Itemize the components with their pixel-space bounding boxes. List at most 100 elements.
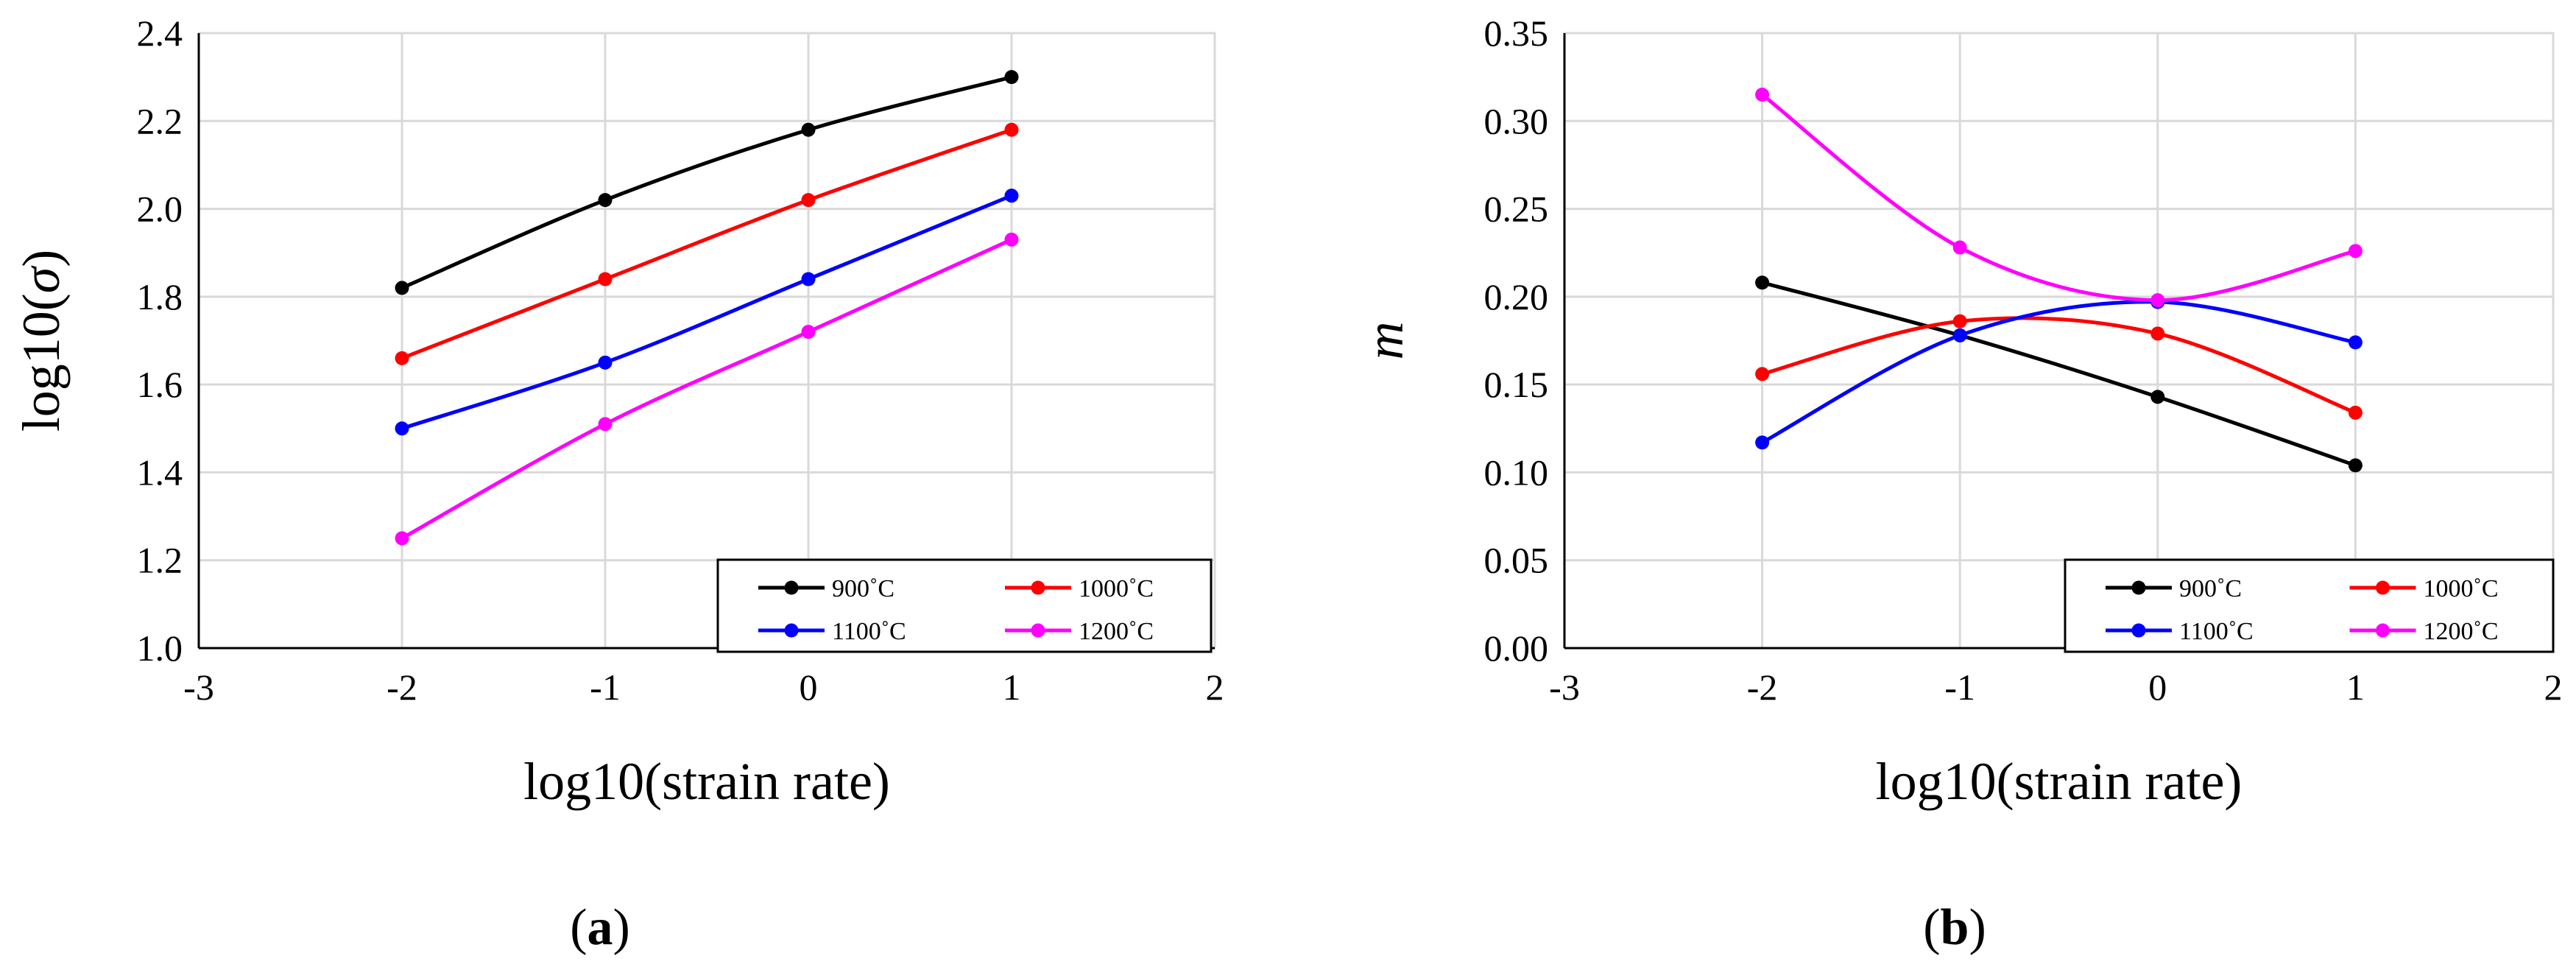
y-tick-label: 1.2 (137, 540, 183, 581)
y-axis-title: m (1355, 322, 1414, 360)
y-tick-label: 0.10 (1484, 451, 1549, 493)
x-axis-title: log10(strain rate) (523, 752, 890, 811)
series-line-1000-c (401, 127, 1012, 360)
series-line-1100-c (401, 194, 1012, 431)
legend-label: 1000˚C (2424, 575, 2499, 602)
x-tick-label: 2 (1206, 667, 1224, 708)
legend-swatch-marker (1031, 623, 1045, 638)
y-tick-label: 0.20 (1484, 276, 1549, 317)
legend-label: 1000˚C (1079, 575, 1154, 602)
legend-box (2064, 558, 2555, 653)
data-point-1200-c (2348, 244, 2362, 259)
series-line-900-c (1761, 281, 2357, 468)
series-line-1000-c (1761, 316, 2357, 415)
x-tick-label: 1 (1003, 667, 1021, 708)
legend-label: 900˚C (832, 575, 894, 602)
y-tick-label: 2.4 (137, 13, 183, 54)
legend-swatch-marker (2131, 623, 2146, 638)
data-point-900-c (395, 281, 409, 295)
data-point-1200-c (1952, 240, 1967, 255)
data-point-1100-c (1952, 328, 1967, 342)
data-point-1200-c (1004, 232, 1019, 247)
data-point-900-c (598, 193, 613, 208)
legend-label: 1100˚C (832, 618, 906, 645)
data-point-900-c (1755, 275, 1770, 290)
legend-label: 900˚C (2179, 575, 2242, 602)
panel-label-close-paren: ) (1969, 899, 1986, 956)
y-tick-label: 0.25 (1484, 189, 1549, 230)
y-tick-label: 0.00 (1484, 627, 1549, 669)
data-point-1100-c (395, 421, 409, 436)
x-tick-label: 1 (2346, 667, 2365, 708)
data-point-1000-c (1004, 122, 1019, 137)
x-tick-label: -1 (590, 667, 621, 708)
data-point-900-c (801, 122, 816, 137)
panel-label: (a) (570, 899, 630, 956)
legend-swatch-marker (1031, 580, 1045, 595)
legend-swatch-marker (784, 623, 799, 638)
panel-label: (b) (1923, 899, 1986, 956)
data-point-1200-c (395, 531, 409, 546)
y-tick-label: 0.15 (1484, 364, 1549, 405)
data-point-1100-c (1755, 435, 1770, 450)
x-tick-label: -3 (1549, 667, 1580, 708)
panel-label-open-paren: ( (570, 899, 587, 956)
data-point-1200-c (1755, 88, 1770, 102)
legend-swatch-marker (2376, 623, 2390, 638)
data-point-1000-c (395, 351, 409, 365)
legend-swatch-marker (2376, 580, 2390, 595)
data-point-1000-c (2348, 405, 2362, 420)
y-tick-label: 2.2 (137, 100, 183, 141)
y-tick-label: 0.35 (1484, 13, 1549, 54)
y-tick-label: 0.05 (1484, 540, 1549, 581)
data-point-1000-c (598, 272, 613, 286)
x-tick-label: -3 (183, 667, 214, 708)
panel-label-letter: a (587, 899, 613, 956)
x-tick-label: -2 (1747, 667, 1778, 708)
data-point-1200-c (598, 417, 613, 432)
legend-swatch-marker (2131, 580, 2146, 595)
y-tick-label: 1.0 (137, 627, 183, 669)
x-tick-label: 0 (2148, 667, 2167, 708)
legend-label: 1200˚C (1079, 618, 1154, 645)
y-axis-title-symbol: m (1355, 322, 1414, 360)
y-tick-label: 1.4 (137, 451, 183, 493)
legend-box (716, 558, 1213, 653)
y-axis-title: log10(σ) (12, 250, 71, 432)
plot-area-frame (1563, 32, 2555, 650)
data-point-1200-c (2150, 293, 2165, 308)
data-point-1100-c (1004, 189, 1019, 203)
panel-label-letter: b (1941, 899, 1969, 956)
y-axis-title-symbol: σ (12, 265, 71, 293)
panel-label-open-paren: ( (1923, 899, 1940, 956)
panel-b-chart: 0.000.050.100.150.200.250.300.35-3 -2 -1 0 1… (1355, 13, 2563, 956)
legend-swatch-marker (784, 580, 799, 595)
series-line-1200-c (1761, 93, 2357, 303)
data-point-900-c (1004, 70, 1019, 85)
x-tick-label: -1 (1944, 667, 1975, 708)
data-point-900-c (2348, 458, 2362, 473)
y-axis-title-suffix: ) (12, 250, 71, 267)
legend-label: 1200˚C (2424, 618, 2499, 645)
data-point-1000-c (1952, 314, 1967, 328)
data-point-1000-c (2150, 326, 2165, 341)
data-point-1000-c (1755, 367, 1770, 381)
data-point-900-c (2150, 390, 2165, 404)
series-line-900-c (401, 75, 1012, 290)
data-point-1100-c (598, 355, 613, 370)
panel-a-chart: 1.0 1.2 1.4 1.6 1.8 2.0 2.2 2.4 -3 -2 -1 0 1 2 log10(s… (12, 13, 1224, 956)
data-point-1000-c (801, 193, 816, 208)
x-axis-title: log10(strain rate) (1876, 752, 2242, 811)
data-point-1100-c (801, 272, 816, 286)
y-tick-label: 1.8 (137, 276, 183, 317)
series-line-1200-c (400, 238, 1013, 541)
y-tick-label: 1.6 (137, 364, 183, 405)
x-tick-label: -2 (387, 667, 417, 708)
y-tick-label: 2.0 (137, 189, 183, 230)
x-tick-label: 0 (800, 667, 818, 708)
plot-area-frame (197, 32, 1216, 650)
x-tick-label: 2 (2544, 667, 2563, 708)
data-point-1100-c (2348, 335, 2362, 350)
data-point-1200-c (801, 325, 816, 340)
